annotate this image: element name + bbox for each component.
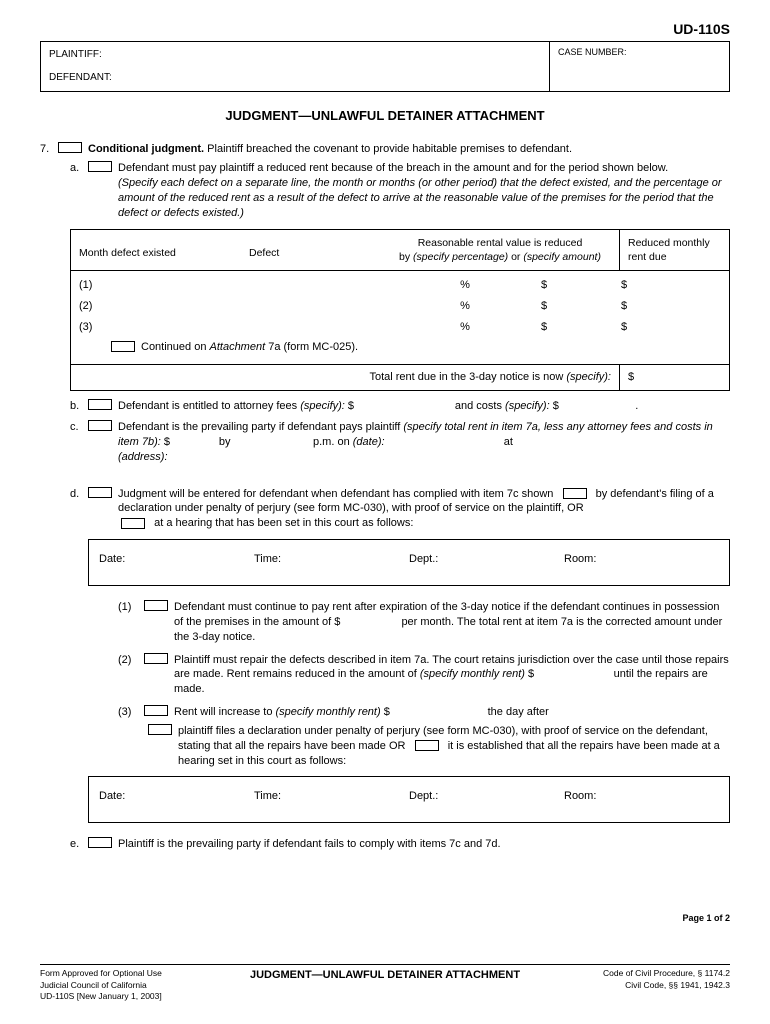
item-7-text: Plaintiff breached the covenant to provi… bbox=[204, 143, 572, 155]
item-7d-2: (2) Plaintiff must repair the defects de… bbox=[118, 653, 730, 698]
item-7c-address: (address): bbox=[118, 451, 168, 463]
item-7d-1: (1) Defendant must continue to pay rent … bbox=[118, 600, 730, 645]
col-month-header: Month defect existed bbox=[71, 230, 241, 270]
item-7d-3: (3) Rent will increase to (specify month… bbox=[118, 705, 730, 720]
defect-row-3: (3) % $ $ bbox=[71, 317, 729, 338]
sched1-time: Time: bbox=[254, 552, 409, 567]
item-7c-letter: c. bbox=[70, 420, 88, 435]
item-7-num: 7. bbox=[40, 142, 58, 157]
page-number: Page 1 of 2 bbox=[40, 912, 730, 924]
item-7a-instruction: (Specify each defect on a separate line,… bbox=[118, 176, 730, 221]
footer-left-3: UD-110S [New January 1, 2003] bbox=[40, 991, 210, 1002]
item-7d-inline-checkbox-2[interactable] bbox=[121, 518, 145, 529]
plaintiff-label: PLAINTIFF: bbox=[49, 48, 102, 62]
defect-table: Month defect existed Defect Reasonable r… bbox=[70, 229, 730, 392]
item-7a-text: Defendant must pay plaintiff a reduced r… bbox=[118, 162, 668, 174]
item-7d-3-sub-checkbox[interactable] bbox=[148, 724, 172, 735]
page-footer: Form Approved for Optional Use Judicial … bbox=[40, 964, 730, 1002]
case-number-label: CASE NUMBER: bbox=[558, 47, 627, 57]
item-7-heading: Conditional judgment. bbox=[88, 143, 204, 155]
item-7d-2-text: Plaintiff must repair the defects descri… bbox=[174, 653, 730, 698]
item-7d-3-inline-checkbox[interactable] bbox=[415, 740, 439, 751]
sched1-room: Room: bbox=[564, 552, 719, 567]
schedule-box-2: Date: Time: Dept.: Room: bbox=[88, 776, 730, 823]
item-7c-checkbox[interactable] bbox=[88, 420, 112, 431]
footer-center: JUDGMENT—UNLAWFUL DETAINER ATTACHMENT bbox=[210, 968, 560, 1002]
item-7b: b. Defendant is entitled to attorney fee… bbox=[70, 399, 730, 414]
item-7-checkbox[interactable] bbox=[58, 142, 82, 153]
defect-row-1: (1) % $ $ bbox=[71, 275, 729, 296]
item-7b-letter: b. bbox=[70, 399, 88, 414]
continued-text: Continued on Attachment 7a (form MC-025)… bbox=[141, 340, 358, 355]
item-7e: e. Plaintiff is the prevailing party if … bbox=[70, 837, 730, 852]
item-7b-text: Defendant is entitled to attorney fees (… bbox=[118, 400, 638, 412]
item-7d-1-text: Defendant must continue to pay rent afte… bbox=[174, 600, 730, 645]
continued-checkbox[interactable] bbox=[111, 341, 135, 352]
footer-right-2: Civil Code, §§ 1941, 1942.3 bbox=[560, 980, 730, 991]
case-header-box: PLAINTIFF: DEFENDANT: CASE NUMBER: bbox=[40, 41, 730, 92]
item-7a-checkbox[interactable] bbox=[88, 161, 112, 172]
sched2-date: Date: bbox=[99, 789, 254, 804]
item-7b-checkbox[interactable] bbox=[88, 399, 112, 410]
item-7d-3-num: (3) bbox=[118, 705, 144, 720]
item-7: 7. Conditional judgment. Plaintiff breac… bbox=[40, 142, 730, 157]
page-title: JUDGMENT—UNLAWFUL DETAINER ATTACHMENT bbox=[40, 107, 730, 125]
item-7c-text: Defendant is the prevailing party if def… bbox=[118, 421, 713, 448]
sched2-time: Time: bbox=[254, 789, 409, 804]
col-rent-header: Reduced monthly rent due bbox=[619, 230, 729, 270]
footer-left-2: Judicial Council of California bbox=[40, 980, 210, 991]
item-7d-checkbox[interactable] bbox=[88, 487, 112, 498]
item-7d-2-num: (2) bbox=[118, 653, 144, 668]
item-7d-3-sub-text: plaintiff files a declaration under pena… bbox=[178, 724, 730, 769]
footer-left-1: Form Approved for Optional Use bbox=[40, 968, 210, 979]
sched2-room: Room: bbox=[564, 789, 719, 804]
item-7d-2-checkbox[interactable] bbox=[144, 653, 168, 664]
item-7e-letter: e. bbox=[70, 837, 88, 852]
total-row: Total rent due in the 3-day notice is no… bbox=[71, 364, 729, 390]
col-reduced-header: Reasonable rental value is reduced by (s… bbox=[381, 230, 619, 270]
item-7d-1-checkbox[interactable] bbox=[144, 600, 168, 611]
sched1-dept: Dept.: bbox=[409, 552, 564, 567]
footer-right-1: Code of Civil Procedure, § 1174.2 bbox=[560, 968, 730, 979]
item-7a-letter: a. bbox=[70, 161, 88, 176]
form-id: UD-110S bbox=[40, 20, 730, 39]
item-7a: a. Defendant must pay plaintiff a reduce… bbox=[70, 161, 730, 220]
item-7c: c. Defendant is the prevailing party if … bbox=[70, 420, 730, 465]
sched2-dept: Dept.: bbox=[409, 789, 564, 804]
item-7d-1-num: (1) bbox=[118, 600, 144, 615]
col-defect-header: Defect bbox=[241, 230, 381, 270]
defect-row-2: (2) % $ $ bbox=[71, 296, 729, 317]
item-7d-3-sub: plaintiff files a declaration under pena… bbox=[148, 724, 730, 769]
item-7e-checkbox[interactable] bbox=[88, 837, 112, 848]
item-7d-3-checkbox[interactable] bbox=[144, 705, 168, 716]
defendant-label: DEFENDANT: bbox=[49, 71, 112, 85]
item-7d-3-text1: Rent will increase to (specify monthly r… bbox=[174, 705, 730, 720]
item-7d-letter: d. bbox=[70, 487, 88, 502]
sched1-date: Date: bbox=[99, 552, 254, 567]
schedule-box-1: Date: Time: Dept.: Room: bbox=[88, 539, 730, 586]
item-7e-text: Plaintiff is the prevailing party if def… bbox=[118, 837, 730, 852]
item-7d: d. Judgment will be entered for defendan… bbox=[70, 487, 730, 532]
item-7d-text: Judgment will be entered for defendant w… bbox=[118, 488, 714, 530]
item-7d-inline-checkbox-1[interactable] bbox=[563, 488, 587, 499]
